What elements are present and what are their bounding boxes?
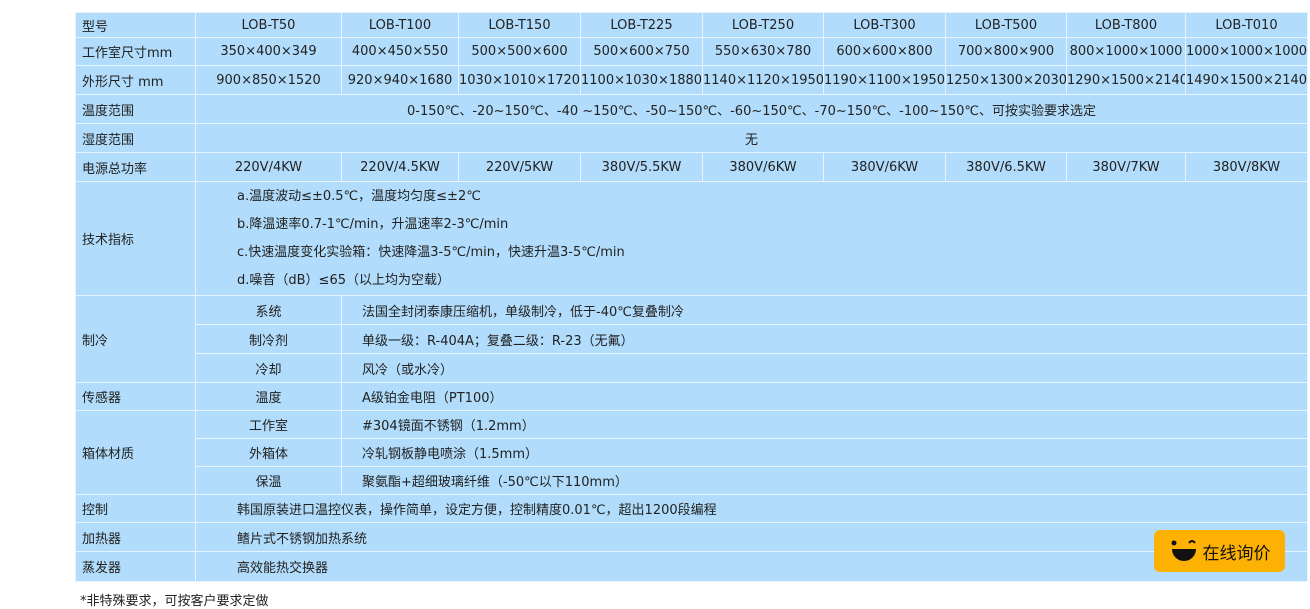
sub-label: 系统: [195, 295, 342, 325]
cell: 380V/5.5KW: [580, 152, 703, 182]
footnote: *非特殊要求，可按客户要求定做: [80, 594, 269, 609]
row-cool: 制冷 系统 法国全封闭泰康压缩机，单级制冷，低于-40℃复叠制冷: [75, 295, 1308, 383]
sub-value: 法国全封闭泰康压缩机，单级制冷，低于-40℃复叠制冷: [341, 295, 1308, 325]
cell: 高效能热交换器: [195, 551, 1308, 582]
tech-spec-line: d.噪音（dB）≤65（以上均为空载）: [237, 272, 450, 288]
model-header: LOB-T100: [341, 12, 459, 38]
tech-spec-line: a.温度波动≤±0.5℃，温度均匀度≤±2℃: [237, 188, 481, 204]
row-label: 控制: [75, 494, 196, 523]
cell: 220V/4KW: [195, 152, 342, 182]
sub-label: 保温: [195, 466, 342, 495]
online-inquiry-button[interactable]: 在线询价: [1154, 530, 1285, 572]
tech-spec-line: b.降温速率0.7-1℃/min，升温速率2-3℃/min: [237, 216, 509, 232]
cell: 700×800×900: [945, 37, 1067, 66]
cell: 1290×1500×2140: [1066, 65, 1186, 95]
cell: 220V/4.5KW: [341, 152, 459, 182]
cell: 500×500×600: [458, 37, 581, 66]
sub-value: 聚氨酯+超细玻璃纤维（-50℃以下110mm）: [341, 466, 1308, 495]
cell: 400×450×550: [341, 37, 459, 66]
row-label: 制冷: [75, 295, 196, 383]
row-model: 型号 LOB-T50 LOB-T100 LOB-T150 LOB-T225 LOB-T25…: [75, 12, 1308, 38]
cell: 韩国原装进口温控仪表，操作简单，设定方便，控制精度0.01℃，超出1200段编程: [195, 494, 1308, 523]
sub-value: A级铂金电阻（PT100）: [341, 382, 1308, 411]
cell: 1100×1030×1880: [580, 65, 703, 95]
cell: 1490×1500×2140: [1185, 65, 1308, 95]
cell: 350×400×349: [195, 37, 342, 66]
cell: 220V/5KW: [458, 152, 581, 182]
smile-icon: [1171, 540, 1196, 561]
cell: 1000×1000×1000: [1185, 37, 1308, 66]
sub-label: 外箱体: [195, 438, 342, 467]
row-label: 电源总功率: [75, 152, 196, 182]
cell: 鳍片式不锈钢加热系统: [195, 522, 1308, 552]
cell: 800×1000×1000: [1066, 37, 1186, 66]
sub-value: 冷轧钢板静电喷涂（1.5mm）: [341, 438, 1308, 467]
model-header: LOB-T250: [702, 12, 824, 38]
row-power: 电源总功率 220V/4KW 220V/4.5KW 220V/5KW 380V/5.5K…: [75, 152, 1308, 182]
cell: 1030×1010×1720: [458, 65, 581, 95]
cell: 600×600×800: [823, 37, 946, 66]
row-cool: 制冷剂 单级一级：R-404A；复叠二级：R-23（无氟）: [76, 324, 1308, 354]
model-header: LOB-T50: [195, 12, 342, 38]
cell: 无: [195, 123, 1308, 153]
row-tech: 技术指标 a.温度波动≤±0.5℃，温度均匀度≤±2℃ b.降温速率0.7-1℃/m…: [75, 181, 1308, 296]
button-label: 在线询价: [1202, 543, 1271, 564]
row-control: 控制 韩国原装进口温控仪表，操作简单，设定方便，控制精度0.01℃，超出1200段…: [75, 494, 1308, 523]
row-box: 外箱体 冷轧钢板静电喷涂（1.5mm）: [76, 438, 1308, 467]
row-label: 加热器: [75, 522, 196, 552]
row-label: 传感器: [75, 382, 196, 411]
cell: 380V/6KW: [702, 152, 824, 182]
cell: 380V/6.5KW: [945, 152, 1067, 182]
sub-value: 风冷（或水冷）: [341, 353, 1308, 383]
sub-label: 制冷剂: [195, 324, 342, 354]
cell: 1250×1300×2030: [945, 65, 1067, 95]
model-header: LOB-T800: [1066, 12, 1186, 38]
model-header: LOB-T500: [945, 12, 1067, 38]
row-label: 温度范围: [75, 94, 196, 124]
sub-value: 单级一级：R-404A；复叠二级：R-23（无氟）: [341, 324, 1308, 354]
sub-value: #304镜面不锈钢（1.2mm）: [341, 410, 1308, 439]
row-humid: 湿度范围无: [75, 123, 1308, 153]
row-box: 保温 聚氨酯+超细玻璃纤维（-50℃以下110mm）: [76, 466, 1308, 495]
cell: 920×940×1680: [341, 65, 459, 95]
tech-spec-line: c.快速温度变化实验箱：快速降温3-5℃/min，快速升温3-5℃/min: [237, 244, 625, 260]
cell: 900×850×1520: [195, 65, 342, 95]
row-label: 箱体材质: [75, 410, 196, 495]
spec-table: 型号 LOB-T50 LOB-T100 LOB-T150 LOB-T225 LOB-T25…: [75, 12, 1308, 582]
row-inner: 工作室尺寸mm 350×400×349 400×450×550 500×500×600…: [75, 37, 1308, 66]
cell: a.温度波动≤±0.5℃，温度均匀度≤±2℃ b.降温速率0.7-1℃/min，升…: [195, 181, 1308, 296]
model-header: LOB-T150: [458, 12, 581, 38]
sub-label: 温度: [195, 382, 342, 411]
row-label: 湿度范围: [75, 123, 196, 153]
model-header: LOB-T225: [580, 12, 703, 38]
cell: 550×630×780: [702, 37, 824, 66]
row-label: 工作室尺寸mm: [75, 37, 196, 66]
row-label: 蒸发器: [75, 551, 196, 582]
sub-label: 工作室: [195, 410, 342, 439]
row-temp: 温度范围 0-150℃、-20~150℃、-40 ~150℃、-50~150℃、-…: [75, 94, 1308, 124]
row-label: 技术指标: [75, 181, 196, 296]
row-outer: 外形尺寸 mm 900×850×1520 920×940×1680 1030×1010…: [75, 65, 1308, 95]
row-evap: 蒸发器 高效能热交换器: [75, 551, 1308, 582]
model-header: LOB-T010: [1185, 12, 1308, 38]
cell: 380V/7KW: [1066, 152, 1186, 182]
sub-label: 冷却: [195, 353, 342, 383]
cell: 380V/8KW: [1185, 152, 1308, 182]
cell: 380V/6KW: [823, 152, 946, 182]
cell: 0-150℃、-20~150℃、-40 ~150℃、-50~150℃、-60~1…: [195, 94, 1308, 124]
row-label: 型号: [75, 12, 196, 38]
cell: 1140×1120×1950: [702, 65, 824, 95]
row-sensor: 传感器 温度 A级铂金电阻（PT100）: [75, 382, 1308, 411]
cell: 1190×1100×1950: [823, 65, 946, 95]
row-cool: 冷却 风冷（或水冷）: [76, 353, 1308, 383]
row-label: 外形尺寸 mm: [75, 65, 196, 95]
model-header: LOB-T300: [823, 12, 946, 38]
row-heater: 加热器 鳍片式不锈钢加热系统: [75, 522, 1308, 552]
cell: 500×600×750: [580, 37, 703, 66]
row-box: 箱体材质 工作室 #304镜面不锈钢（1.2mm）: [75, 410, 1308, 495]
